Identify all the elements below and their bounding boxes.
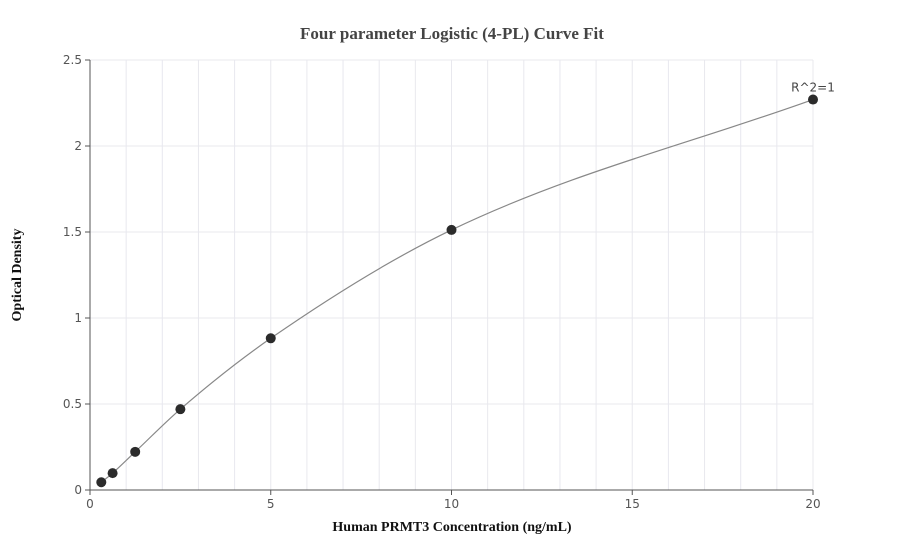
x-tick-label: 15 bbox=[625, 497, 640, 511]
data-point bbox=[96, 477, 107, 488]
y-axis-title: Optical Density bbox=[10, 229, 25, 322]
data-point bbox=[808, 94, 818, 105]
axis-ticks: 0 5 10 15 20 0 0.5 1 1.5 2 2.5 bbox=[63, 53, 821, 511]
y-tick-label: 0.5 bbox=[63, 397, 82, 411]
x-axis-title: Human PRMT3 Concentration (ng/mL) bbox=[332, 520, 572, 535]
grid-lines bbox=[90, 59, 814, 490]
y-tick-label: 0 bbox=[74, 483, 82, 497]
x-tick-label: 10 bbox=[444, 497, 459, 511]
data-point bbox=[265, 333, 276, 344]
x-tick-label: 20 bbox=[805, 497, 820, 511]
data-points bbox=[96, 94, 818, 488]
x-tick-label: 5 bbox=[267, 497, 275, 511]
y-tick-label: 1.5 bbox=[63, 225, 82, 239]
data-point bbox=[175, 404, 186, 415]
chart-title: Four parameter Logistic (4-PL) Curve Fit bbox=[300, 24, 604, 43]
y-tick-label: 1 bbox=[74, 311, 82, 325]
data-point bbox=[107, 468, 118, 479]
data-point bbox=[446, 224, 457, 235]
y-tick-label: 2.5 bbox=[63, 53, 82, 67]
r-squared-annotation: R^2=1 bbox=[791, 81, 835, 95]
y-tick-label: 2 bbox=[74, 139, 82, 153]
x-tick-label: 0 bbox=[86, 497, 94, 511]
data-point bbox=[130, 446, 141, 457]
fit-curve bbox=[100, 98, 814, 483]
